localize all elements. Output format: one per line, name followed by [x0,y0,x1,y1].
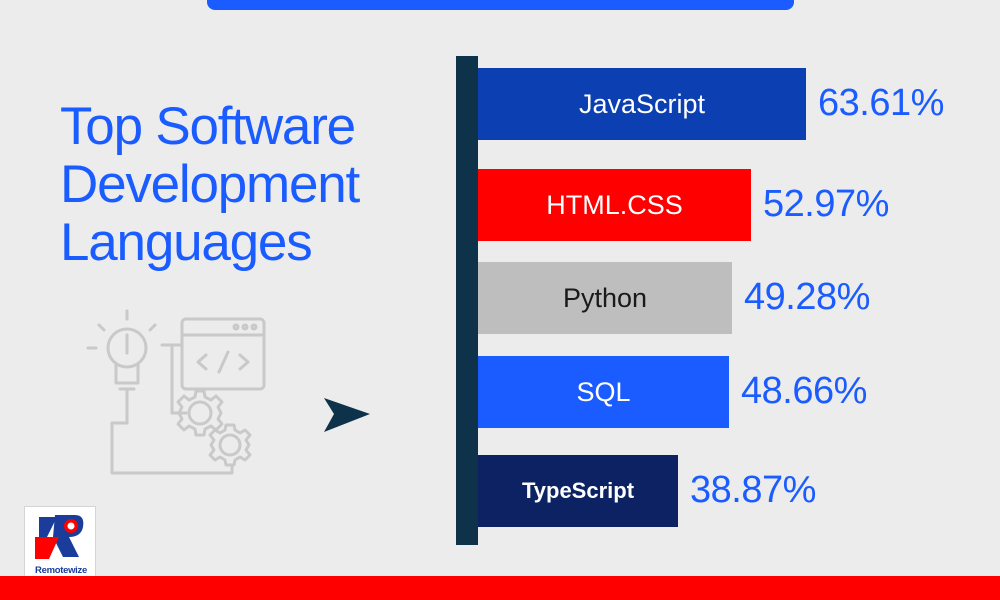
bar-typescript: TypeScript [478,455,678,527]
top-accent-bar [207,0,794,10]
bar-category-label: TypeScript [521,478,635,503]
remotewize-logo: Remotewize [24,506,96,580]
bar-value-label: 52.97% [763,183,889,225]
remotewize-logo-icon [35,515,84,559]
bottom-accent-bar [0,576,1000,600]
bar-python: Python [478,262,732,334]
title-line-1: Top Software [60,97,356,156]
bar-category-label: Python [562,282,648,313]
title-line-2: Development [60,155,360,214]
bar-html-css: HTML.CSS [478,169,751,241]
bar-value-label: 48.66% [741,370,867,412]
title-line-3: Languages [60,213,313,272]
bar-category-label: JavaScript [578,88,706,119]
logo-wordmark: Remotewize [35,565,87,576]
bar-value-label: 49.28% [744,276,870,318]
bar-category-label: HTML.CSS [546,189,683,220]
bar-value-label: 38.87% [690,469,816,511]
bar-category-label: SQL [576,376,631,407]
bar-javascript: JavaScript [478,68,806,140]
pointer-arrow-icon [324,398,370,432]
bar-value-label: 63.61% [818,82,944,124]
bar-sql: SQL [478,356,729,428]
chart-axis-line [456,56,478,545]
chart-title: Top Software Development Languages [60,98,440,272]
software-development-illustration-icon [86,309,266,475]
